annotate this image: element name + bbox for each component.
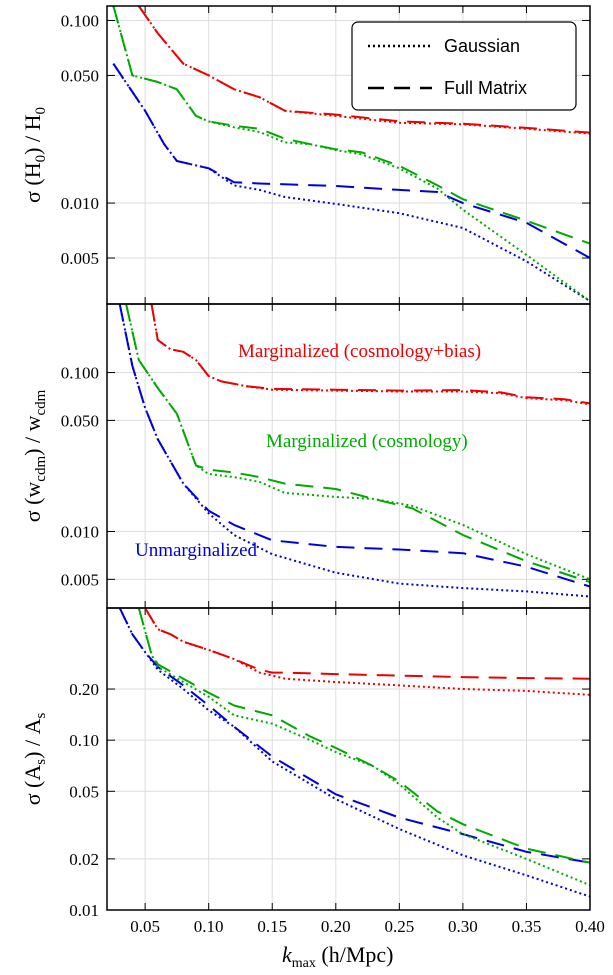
y-axis-label-part: σ (H — [20, 162, 45, 203]
y-tick-label: 0.050 — [61, 411, 99, 430]
y-axis-label-sub: s — [33, 713, 49, 719]
x-axis-label-k: k — [282, 942, 293, 967]
y-axis-label-sub: 0 — [33, 155, 49, 163]
y-axis-label: σ (H0) / H0 — [20, 107, 49, 203]
x-axis-label-sub: max — [292, 956, 316, 971]
y-axis-label-part: σ (A — [20, 765, 45, 806]
series-cosmology_bias-gauss — [144, 608, 590, 696]
y-axis-label-sub: cdm — [33, 389, 49, 415]
legend-full-matrix-label: Full Matrix — [444, 78, 527, 98]
series-unmarginalized-gauss — [118, 608, 590, 898]
legend-gaussian-label: Gaussian — [444, 36, 520, 56]
series-cosmology_bias-full — [144, 608, 590, 680]
legend: Gaussian Full Matrix — [351, 21, 577, 111]
y-tick-label: 0.100 — [61, 364, 99, 383]
series-group — [112, 6, 590, 303]
series-cosmology_bias-full — [150, 304, 590, 405]
series-cosmology_bias-full — [137, 6, 590, 134]
y-tick-label: 0.010 — [61, 522, 99, 541]
x-axis-label-units: (h/Mpc) — [316, 942, 394, 967]
y-tick-label: 0.100 — [61, 11, 99, 30]
annotation-unmarginalized: Unmarginalized — [135, 540, 258, 561]
y-axis-label-part: ) / A — [20, 718, 45, 758]
x-tick-label: 0.35 — [512, 917, 542, 936]
series-group — [118, 608, 590, 898]
y-tick-label: 0.02 — [69, 850, 99, 869]
y-axis-label: σ (As) / As — [20, 713, 49, 806]
x-tick-label: 0.25 — [384, 917, 414, 936]
series-unmarginalized-full — [118, 304, 590, 588]
y-tick-label: 0.005 — [61, 249, 99, 268]
y-tick-label: 0.10 — [69, 731, 99, 750]
series-cosmology-full — [137, 608, 590, 864]
series-unmarginalized-full — [118, 608, 590, 864]
x-axis-label: kmax (h/Mpc) — [282, 942, 393, 971]
series-unmarginalized-full — [112, 63, 590, 259]
series-unmarginalized-gauss — [118, 304, 590, 598]
y-axis-label: σ (wcdm) / wcdm — [20, 389, 49, 522]
x-tick-label: 0.20 — [321, 917, 351, 936]
y-axis-label-sub: cdm — [33, 456, 49, 482]
y-tick-label: 0.005 — [61, 570, 99, 589]
annotation-marginalized-cosmology: Marginalized (cosmology) — [266, 431, 468, 452]
y-tick-label: 0.050 — [61, 66, 99, 85]
x-tick-label: 0.10 — [194, 917, 224, 936]
y-tick-label: 0.20 — [69, 680, 99, 699]
x-tick-label: 0.30 — [448, 917, 478, 936]
series-group — [118, 304, 590, 598]
x-tick-label: 0.05 — [130, 917, 160, 936]
y-axis-label-part: σ (w — [20, 482, 45, 523]
series-cosmology-gauss — [112, 6, 590, 303]
series-cosmology-full — [125, 304, 590, 584]
panel-3: 0.05 0.10 0.15 0.20 0.25 0.30 0.35 0.40 0.01 0.02… — [20, 607, 605, 936]
y-axis-label-sub: 0 — [33, 107, 49, 115]
y-tick-label: 0.01 — [69, 901, 99, 920]
y-axis-label-sub: s — [33, 759, 49, 765]
y-tick-label: 0.05 — [69, 782, 99, 801]
annotation-marginalized-cosmology-bias: Marginalized (cosmology+bias) — [238, 341, 481, 362]
y-axis-label-part: ) / w — [20, 415, 45, 455]
x-tick-label: 0.40 — [575, 917, 605, 936]
panel-frame — [106, 607, 591, 911]
y-tick-label: 0.010 — [61, 194, 99, 213]
x-tick-label: 0.15 — [257, 917, 287, 936]
y-axis-label-part: ) / H — [20, 114, 45, 154]
series-cosmology-gauss — [137, 608, 590, 887]
